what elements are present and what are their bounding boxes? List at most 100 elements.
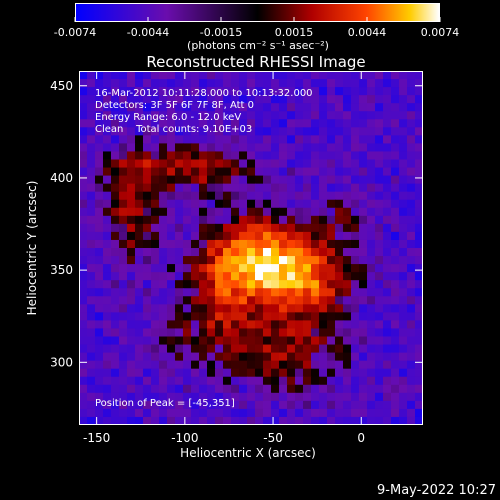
heatmap-cell xyxy=(159,191,168,201)
heatmap-cell xyxy=(271,328,280,338)
heatmap-cell xyxy=(183,79,192,88)
heatmap-cell xyxy=(79,71,88,80)
heatmap-cell xyxy=(415,288,423,297)
heatmap-cell xyxy=(95,256,104,265)
heatmap-cell xyxy=(183,296,192,305)
heatmap-cell xyxy=(391,191,400,201)
heatmap-cell xyxy=(119,191,128,201)
heatmap-cell xyxy=(79,151,88,161)
heatmap-cell xyxy=(367,392,376,402)
heatmap-cell xyxy=(399,79,408,88)
heatmap-cell xyxy=(247,376,256,386)
heatmap-cell xyxy=(287,416,296,425)
heatmap-cell xyxy=(295,87,304,96)
heatmap-cell xyxy=(119,288,128,297)
heatmap-cell xyxy=(335,272,344,281)
heatmap-cell xyxy=(103,239,112,249)
heatmap-cell xyxy=(151,135,160,145)
heatmap-cell xyxy=(191,71,200,80)
heatmap-cell xyxy=(359,119,368,128)
heatmap-cell xyxy=(415,368,423,378)
heatmap-cell xyxy=(215,296,224,305)
heatmap-cell xyxy=(255,280,264,289)
y-axis-label: Heliocentric Y (arcsec) xyxy=(25,180,39,316)
heatmap-cell xyxy=(335,87,344,96)
heatmap-cell xyxy=(271,408,280,418)
heatmap-cell xyxy=(231,87,240,96)
heatmap-cell xyxy=(87,159,96,169)
heatmap-cell xyxy=(207,135,216,145)
heatmap-cell xyxy=(151,416,160,425)
heatmap-cell xyxy=(231,103,240,112)
heatmap-cell xyxy=(271,368,280,378)
heatmap-cell xyxy=(327,304,336,313)
heatmap-cell xyxy=(279,280,288,289)
heatmap-cell xyxy=(199,71,208,80)
heatmap-cell xyxy=(303,239,312,249)
heatmap-cell xyxy=(87,280,96,289)
heatmap-cell xyxy=(143,416,152,425)
heatmap-cell xyxy=(247,312,256,322)
heatmap-cell xyxy=(279,159,288,169)
heatmap-cell xyxy=(263,207,272,217)
heatmap-cell xyxy=(263,183,272,193)
heatmap-cell xyxy=(175,111,184,120)
heatmap-cell xyxy=(271,304,280,313)
heatmap-cell xyxy=(247,191,256,201)
heatmap-cell xyxy=(319,215,328,225)
heatmap-cell xyxy=(375,344,384,354)
heatmap-cell xyxy=(319,328,328,338)
heatmap-cell xyxy=(343,151,352,161)
heatmap-cell xyxy=(199,336,208,346)
heatmap-cell xyxy=(383,103,392,112)
heatmap-cell xyxy=(135,111,144,120)
heatmap-cell xyxy=(127,384,136,394)
heatmap-cell xyxy=(391,199,400,209)
heatmap-cell xyxy=(263,352,272,362)
heatmap-cell xyxy=(223,87,232,96)
heatmap-cell xyxy=(271,119,280,128)
heatmap-cell xyxy=(295,111,304,120)
heatmap-cell xyxy=(231,248,240,257)
colorbar-tick-label: -0.0074 xyxy=(53,26,97,39)
heatmap-cell xyxy=(175,336,184,346)
heatmap-cell xyxy=(215,304,224,313)
heatmap-cell xyxy=(151,159,160,169)
heatmap-cell xyxy=(111,352,120,362)
heatmap-cell xyxy=(303,264,312,273)
heatmap-cell xyxy=(135,183,144,193)
heatmap-cell xyxy=(79,223,88,233)
heatmap-cell xyxy=(135,191,144,201)
heatmap-cell xyxy=(391,400,400,410)
heatmap-cell xyxy=(95,400,104,410)
heatmap-cell xyxy=(239,159,248,169)
heatmap-cell xyxy=(319,127,328,136)
heatmap-cell xyxy=(87,135,96,145)
heatmap-cell xyxy=(303,368,312,378)
heatmap-cell xyxy=(191,103,200,112)
heatmap-cell xyxy=(191,384,200,394)
heatmap-cell xyxy=(151,143,160,153)
heatmap-cell xyxy=(263,119,272,128)
heatmap-cell xyxy=(135,79,144,88)
heatmap-cell xyxy=(159,272,168,281)
heatmap-cell xyxy=(247,79,256,88)
heatmap-cell xyxy=(127,408,136,418)
heatmap-cell xyxy=(207,248,216,257)
heatmap-cell xyxy=(191,352,200,362)
heatmap-cell xyxy=(95,191,104,201)
heatmap-cell xyxy=(391,384,400,394)
heatmap-cell xyxy=(111,151,120,161)
heatmap-cell xyxy=(143,127,152,136)
heatmap-cell xyxy=(263,368,272,378)
heatmap-cell xyxy=(183,376,192,386)
heatmap-cell xyxy=(279,103,288,112)
heatmap-cell xyxy=(151,231,160,241)
heatmap-cell xyxy=(103,296,112,305)
heatmap-cell xyxy=(239,288,248,297)
heatmap-cell xyxy=(135,400,144,410)
y-tick-label: 450 xyxy=(50,79,73,93)
heatmap-cell xyxy=(183,103,192,112)
heatmap-cell xyxy=(415,272,423,281)
heatmap-cell xyxy=(383,376,392,386)
